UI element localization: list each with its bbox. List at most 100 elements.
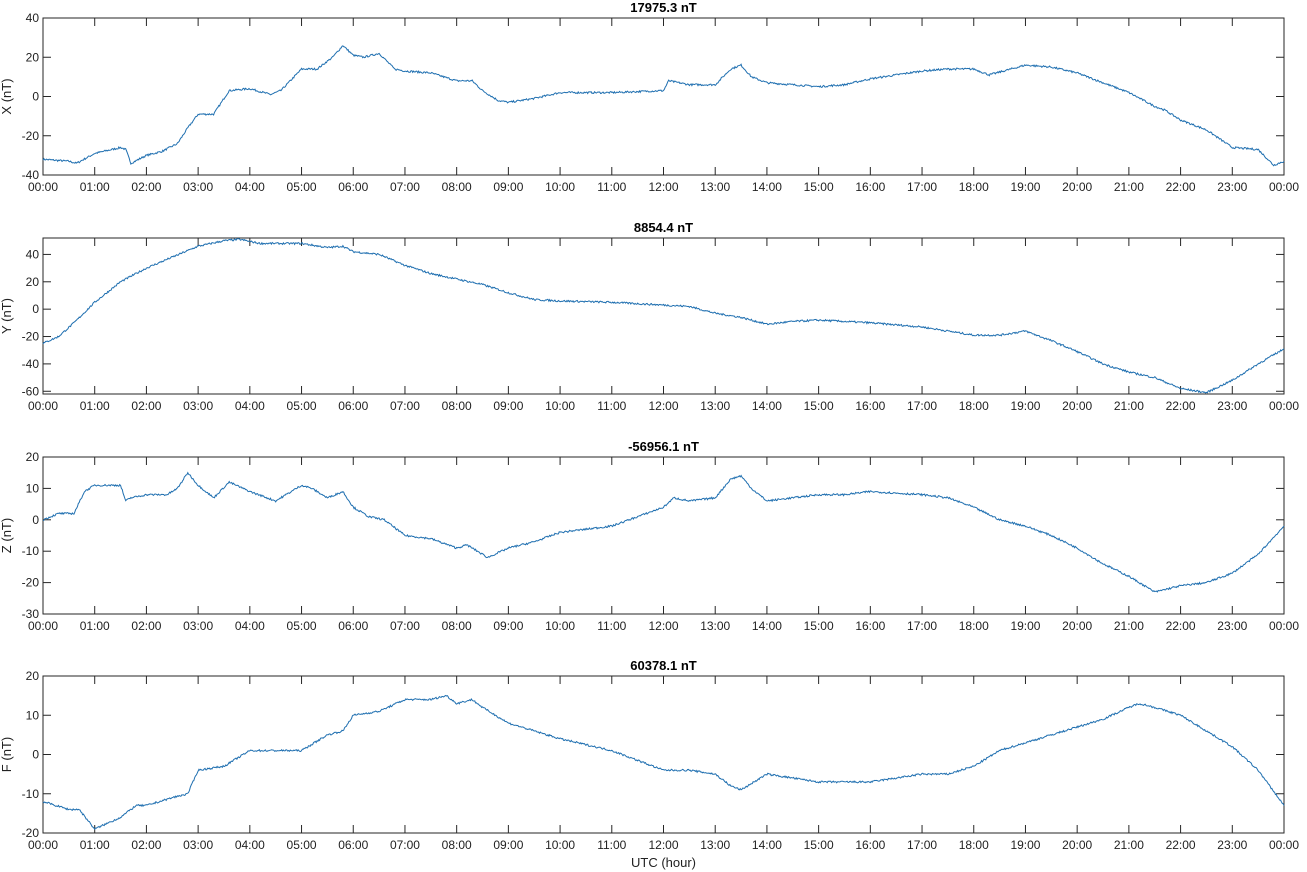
x-tick-label: 16:00 <box>855 838 885 852</box>
x-tick-label: 22:00 <box>1166 619 1196 633</box>
panel-2: 8854.4 nT -60 -40 -20 0 20 40 00:00 01:00 02:00 03… <box>0 220 1299 413</box>
x-tick-label: 11:00 <box>597 399 626 413</box>
x-tick-label: 09:00 <box>493 180 523 194</box>
x-tick-label: 09:00 <box>493 399 523 413</box>
x-tick-label: 22:00 <box>1166 180 1196 194</box>
x-tick-label: 23:00 <box>1217 399 1247 413</box>
x-tick-label: 00:00 <box>28 399 58 413</box>
x-tick-label: 14:00 <box>752 399 782 413</box>
y-tick-label: 40 <box>26 247 40 261</box>
x-tick-label: 13:00 <box>700 619 730 633</box>
x-tick-label: 11:00 <box>597 619 626 633</box>
series-line-1 <box>42 238 1285 394</box>
panel-title: 17975.3 nT <box>630 0 697 15</box>
y-axis-label: Z (nT) <box>0 518 14 553</box>
y-tick-label: 10 <box>26 708 40 722</box>
y-tick-label: 20 <box>26 450 40 464</box>
x-tick-label: 00:00 <box>28 838 58 852</box>
y-axis-label: F (nT) <box>0 737 14 772</box>
x-tick-label: 13:00 <box>700 180 730 194</box>
x-tick-label: 00:00 <box>1269 399 1299 413</box>
x-tick-label: 15:00 <box>804 180 834 194</box>
x-tick-label: 00:00 <box>1269 180 1299 194</box>
x-tick-label: 03:00 <box>183 399 213 413</box>
x-tick-label: 16:00 <box>855 619 885 633</box>
x-tick-label: 10:00 <box>545 838 575 852</box>
y-tick-label: -20 <box>22 129 40 143</box>
x-tick-label: 21:00 <box>1114 180 1144 194</box>
x-tick-label: 05:00 <box>287 399 317 413</box>
y-tick-label: 0 <box>32 748 39 762</box>
x-tick-label: 14:00 <box>752 619 782 633</box>
x-tick-label: 13:00 <box>700 838 730 852</box>
x-tick-label: 01:00 <box>80 838 110 852</box>
x-tick-label: 08:00 <box>442 838 472 852</box>
x-tick-label: 22:00 <box>1166 838 1196 852</box>
x-tick-label: 12:00 <box>648 838 678 852</box>
x-tick-label: 22:00 <box>1166 399 1196 413</box>
x-tick-label: 21:00 <box>1114 399 1144 413</box>
x-tick-label: 12:00 <box>648 399 678 413</box>
x-tick-label: 20:00 <box>1062 619 1092 633</box>
x-tick-label: 09:00 <box>493 619 523 633</box>
x-tick-label: 11:00 <box>597 180 626 194</box>
x-tick-label: 10:00 <box>545 619 575 633</box>
x-tick-label: 16:00 <box>855 399 885 413</box>
x-tick-label: 23:00 <box>1217 838 1247 852</box>
y-tick-label: 20 <box>26 275 40 289</box>
x-tick-label: 19:00 <box>1010 838 1040 852</box>
x-tick-label: 06:00 <box>338 180 368 194</box>
x-tick-label: 18:00 <box>959 838 989 852</box>
x-tick-label: 14:00 <box>752 838 782 852</box>
x-tick-label: 17:00 <box>907 180 937 194</box>
x-tick-label: 03:00 <box>183 180 213 194</box>
x-tick-label: 00:00 <box>1269 619 1299 633</box>
panel-1: 17975.3 nT -40 -20 0 20 40 00:00 01:00 02:00 03:0… <box>0 0 1299 194</box>
x-tick-label: 13:00 <box>700 399 730 413</box>
x-tick-label: 05:00 <box>287 180 317 194</box>
x-tick-label: 02:00 <box>131 399 161 413</box>
x-tick-label: 21:00 <box>1114 838 1144 852</box>
y-tick-label: 20 <box>26 50 40 64</box>
x-tick-label: 03:00 <box>183 619 213 633</box>
x-tick-label: 07:00 <box>390 619 420 633</box>
x-tick-label: 21:00 <box>1114 619 1144 633</box>
x-tick-label: 04:00 <box>235 838 265 852</box>
x-tick-label: 19:00 <box>1010 619 1040 633</box>
y-tick-label: -10 <box>22 544 40 558</box>
x-tick-label: 09:00 <box>493 838 523 852</box>
panel-title: -56956.1 nT <box>628 439 699 454</box>
x-tick-label: 18:00 <box>959 619 989 633</box>
x-tick-label: 06:00 <box>338 399 368 413</box>
x-tick-label: 05:00 <box>287 838 317 852</box>
x-tick-label: 05:00 <box>287 619 317 633</box>
x-tick-label: 17:00 <box>907 399 937 413</box>
x-tick-label: 14:00 <box>752 180 782 194</box>
x-tick-label: 23:00 <box>1217 619 1247 633</box>
x-tick-label: 07:00 <box>390 399 420 413</box>
series-line-1 <box>42 694 1285 831</box>
x-tick-label: 10:00 <box>545 180 575 194</box>
y-tick-label: -40 <box>22 357 40 371</box>
panel-title: 60378.1 nT <box>630 658 697 673</box>
y-axis-label: X (nT) <box>0 78 14 114</box>
axes-box <box>42 237 1285 395</box>
panel-4: 60378.1 nT -20 -10 0 10 20 00:00 01:00 02:00 03:0… <box>0 658 1299 870</box>
x-tick-label: 04:00 <box>235 399 265 413</box>
x-tick-label: 23:00 <box>1217 180 1247 194</box>
x-tick-label: 02:00 <box>131 619 161 633</box>
x-tick-label: 00:00 <box>28 180 58 194</box>
series-line-1 <box>42 471 1285 593</box>
x-tick-label: 15:00 <box>804 619 834 633</box>
panel-title: 8854.4 nT <box>634 220 693 235</box>
x-tick-label: 20:00 <box>1062 180 1092 194</box>
x-tick-label: 16:00 <box>855 180 885 194</box>
y-tick-label: -20 <box>22 330 40 344</box>
y-tick-label: 0 <box>32 90 39 104</box>
x-tick-label: 07:00 <box>390 838 420 852</box>
x-tick-label: 06:00 <box>338 619 368 633</box>
y-tick-label: -30 <box>22 607 40 621</box>
x-tick-label: 07:00 <box>390 180 420 194</box>
x-tick-label: 01:00 <box>80 399 110 413</box>
